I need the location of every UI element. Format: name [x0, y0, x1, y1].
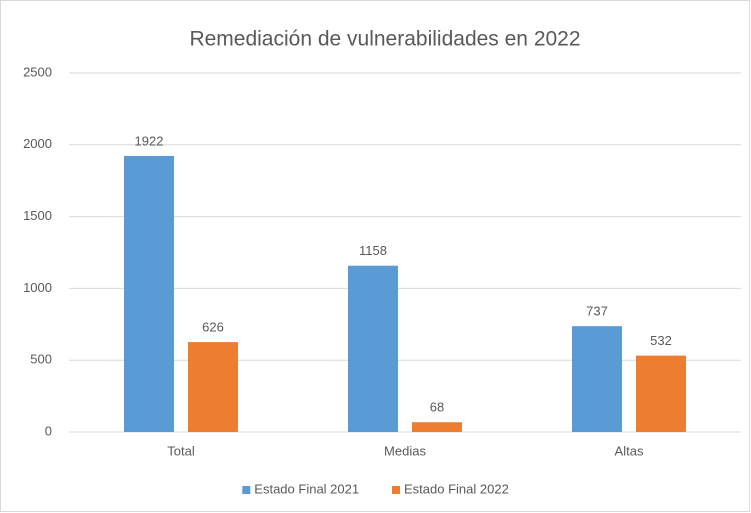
legend-swatch [242, 486, 251, 494]
data-label: 68 [430, 400, 444, 415]
data-label: 626 [202, 320, 224, 335]
bar [124, 156, 174, 432]
y-tick-label: 0 [45, 423, 52, 438]
bar [412, 422, 462, 432]
y-tick-label: 2000 [23, 136, 52, 151]
bar [348, 265, 398, 432]
data-label: 1922 [135, 133, 164, 148]
bar [188, 342, 238, 432]
y-tick-label: 2500 [23, 64, 52, 79]
chart-title: Remediación de vulnerabilidades en 2022 [189, 28, 580, 51]
y-tick-label: 1500 [23, 208, 52, 223]
x-tick-label: Medias [384, 443, 426, 458]
y-tick-label: 1000 [23, 280, 52, 295]
legend-label: Estado Final 2022 [404, 481, 509, 496]
legend-swatch [392, 486, 400, 494]
y-tick-label: 500 [30, 352, 52, 367]
bar [572, 326, 622, 432]
data-label: 532 [650, 333, 672, 348]
legend-label: Estado Final 2021 [254, 481, 359, 496]
x-tick-label: Total [167, 443, 195, 458]
x-tick-label: Altas [615, 443, 644, 458]
data-label: 737 [586, 304, 608, 319]
bar [636, 355, 686, 432]
data-label: 1158 [359, 243, 387, 258]
